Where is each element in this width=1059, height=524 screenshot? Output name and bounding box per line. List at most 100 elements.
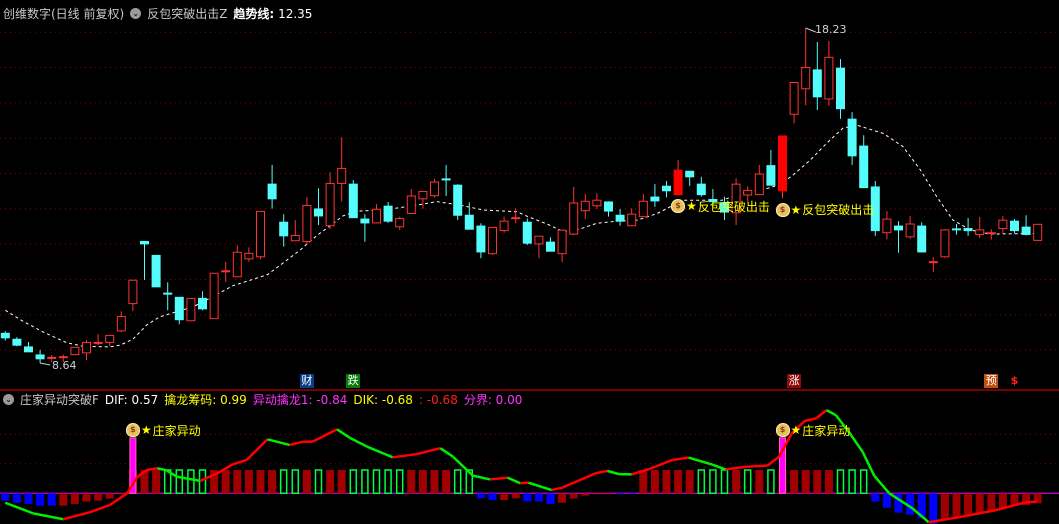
sub-indicator-menu-chevron-icon[interactable]: ⌄ xyxy=(3,394,14,405)
indicator-bar-13 xyxy=(152,469,161,494)
candle-body xyxy=(975,229,985,235)
marker-label: 庄家异动 xyxy=(152,423,201,438)
indicator-bar-48 xyxy=(558,493,567,503)
indicator-bar-0 xyxy=(1,493,10,501)
candle-38 xyxy=(441,164,451,197)
indicator-line-segment xyxy=(232,458,247,466)
event-badge[interactable]: 跌 xyxy=(346,374,361,388)
indicator-line-segment xyxy=(847,430,864,453)
indicator-line-segment xyxy=(89,503,111,514)
indicator-line-segment xyxy=(62,510,91,521)
indicator-bars xyxy=(1,469,1042,524)
candle-body xyxy=(870,186,880,232)
indicator-name[interactable]: 反包突破出击Z xyxy=(147,7,228,21)
indicator-bar-40 xyxy=(465,469,474,495)
candle-body xyxy=(383,205,393,222)
star-icon: ★ xyxy=(686,199,697,214)
event-badge[interactable]: 预 xyxy=(984,374,999,388)
candle-body xyxy=(580,200,590,212)
candle-42 xyxy=(488,226,497,255)
indicator-line-segment xyxy=(607,469,620,476)
candle-69 xyxy=(801,28,811,106)
candle-48 xyxy=(557,229,567,263)
indicator-bar-69 xyxy=(801,469,810,494)
indicator-line-segment xyxy=(551,486,563,492)
candle-71 xyxy=(824,40,834,106)
indicator-menu-chevron-icon[interactable]: ⌄ xyxy=(130,8,142,19)
candle-77 xyxy=(894,221,903,253)
indicator-bar-23 xyxy=(268,469,277,494)
candle-body xyxy=(267,183,277,200)
indicator-line-segment xyxy=(176,475,201,483)
indicator-bar-17 xyxy=(198,469,207,495)
sub-header: ⌄ 庄家异动突破F DIF: 0.57 擒龙筹码: 0.99 异动擒龙1: -0… xyxy=(3,391,522,408)
candle-46 xyxy=(534,235,544,259)
indicator-bar-50 xyxy=(581,493,590,496)
indicator-line-segment xyxy=(928,515,963,524)
dif-value: DIF: 0.57 xyxy=(104,392,159,407)
candle-body xyxy=(47,356,57,359)
candle-28 xyxy=(325,172,335,230)
candle-body xyxy=(882,218,892,234)
candle-3 xyxy=(35,350,45,363)
candle-24 xyxy=(279,214,289,247)
trend-label: 趋势线: xyxy=(233,7,275,21)
candle-56 xyxy=(650,184,660,207)
candle-39 xyxy=(453,184,463,221)
candle-2 xyxy=(24,342,33,353)
marker-label: 反包突破出击 xyxy=(802,203,875,218)
candle-body xyxy=(986,232,996,235)
indicator-line-segment xyxy=(165,469,178,478)
indicator-line-segment xyxy=(416,446,441,456)
candle-74 xyxy=(859,135,869,189)
sub-indicator-name[interactable]: 庄家异动突破F xyxy=(20,393,99,407)
candle-88 xyxy=(1021,215,1031,236)
candle-26 xyxy=(302,197,312,245)
indicator-line-segment xyxy=(520,481,529,485)
indicator-line-segment xyxy=(790,420,806,435)
indicator-line-segment xyxy=(815,409,828,420)
candle-body xyxy=(627,213,637,227)
candle-16 xyxy=(186,297,196,322)
indicator-line-segment xyxy=(672,456,689,462)
indicator-line-segment xyxy=(777,432,793,458)
breakout-signal-marker: $ ★ 反包突破出击 xyxy=(671,198,770,215)
candle-12 xyxy=(140,240,149,280)
event-badge[interactable]: 财 xyxy=(299,374,314,388)
candle-35 xyxy=(406,189,416,214)
spike-bar xyxy=(779,437,786,494)
fenjie-value: 分界: 0.00 xyxy=(463,393,523,407)
candle-body xyxy=(499,220,509,232)
marker-label: 反包突破出击 xyxy=(697,199,770,214)
candle-11 xyxy=(128,279,138,311)
indicator-bar-78 xyxy=(906,493,915,515)
indicator-line-segment xyxy=(631,467,650,476)
candle-body xyxy=(406,195,416,214)
candle-body xyxy=(290,234,300,242)
low-price-label: 8.64 xyxy=(52,359,77,372)
candle-53 xyxy=(615,208,625,226)
event-badge[interactable]: $ xyxy=(1010,374,1019,387)
indicator-bar-34 xyxy=(395,469,404,495)
candle-body xyxy=(998,219,1008,230)
candle-body xyxy=(418,190,428,200)
candle-body xyxy=(708,199,718,203)
candle-body xyxy=(569,202,579,235)
indicator-bar-85 xyxy=(987,493,996,511)
money-bag-icon: $ xyxy=(775,423,790,438)
indicator-line-segment xyxy=(32,512,64,521)
candle-6 xyxy=(70,346,80,356)
indicator-bar-39 xyxy=(453,469,462,495)
indicator-bar-54 xyxy=(627,493,636,495)
candle-body xyxy=(1033,223,1043,241)
event-badge[interactable]: 涨 xyxy=(787,374,802,388)
indicator-bar-86 xyxy=(998,493,1007,509)
indicator-line-segment xyxy=(136,468,148,478)
candle-body xyxy=(24,346,33,353)
candle-57 xyxy=(662,181,671,198)
indicator-line-segment xyxy=(688,456,713,466)
indicator-bar-26 xyxy=(302,469,311,494)
indicator-line-segment xyxy=(216,463,234,475)
indicator-bar-3 xyxy=(36,493,45,506)
